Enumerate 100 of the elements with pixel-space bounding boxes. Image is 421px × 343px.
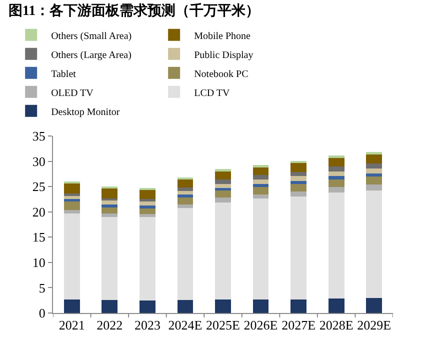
- bar: [290, 162, 306, 172]
- bar: [140, 202, 156, 206]
- legend-label: Mobile Phone: [194, 30, 252, 42]
- bar: [366, 173, 382, 176]
- bar: [328, 176, 344, 180]
- bar: [177, 179, 194, 188]
- bar: [290, 196, 306, 300]
- bar: [64, 194, 80, 196]
- bar: [215, 171, 231, 180]
- x-tick-label: 2021: [58, 318, 85, 333]
- y-tick-label: 15: [32, 230, 46, 245]
- bar: [328, 187, 344, 193]
- y-tick-label: 25: [32, 179, 46, 194]
- bar: [328, 166, 344, 172]
- bar: [140, 300, 156, 313]
- bar: [252, 184, 269, 188]
- bar: [215, 198, 231, 202]
- bar: [366, 168, 382, 174]
- bar: [64, 210, 80, 214]
- legend-label: OLED TV: [51, 88, 94, 99]
- bar: [252, 164, 269, 168]
- bar: [252, 167, 269, 175]
- bar: [290, 299, 306, 313]
- bar: [290, 181, 306, 184]
- bar: [64, 196, 80, 200]
- bar: [140, 208, 156, 214]
- bar: [366, 190, 382, 298]
- chart-title: 图11：各下游面板需求预测（千万平米）: [8, 2, 260, 19]
- bar: [290, 172, 306, 176]
- legend-label: LCD TV: [194, 88, 231, 99]
- bar: [252, 174, 269, 180]
- y-tick-label: 5: [38, 280, 46, 296]
- x-tick-label: 2026E: [244, 318, 278, 333]
- bar: [64, 213, 80, 300]
- bar: [215, 168, 231, 172]
- bar: [177, 188, 194, 192]
- bar: [252, 179, 269, 184]
- bar: [366, 152, 382, 155]
- bar: [290, 192, 306, 197]
- bar: [177, 204, 194, 208]
- y-tick-label: 10: [32, 254, 46, 270]
- x-tick-label: 2029E: [357, 318, 392, 333]
- bar: [102, 213, 118, 217]
- bar: [140, 199, 156, 202]
- x-tick-label: 2028E: [319, 318, 354, 333]
- bar: [102, 300, 118, 313]
- bar: [328, 192, 344, 298]
- bar: [215, 190, 231, 198]
- bar: [366, 154, 382, 164]
- y-tick-label: 20: [32, 204, 46, 220]
- legend-label: Others (Small Area): [51, 30, 132, 42]
- bar: [215, 179, 231, 184]
- x-tick-label: 2025E: [206, 318, 240, 333]
- bar: [140, 214, 156, 217]
- legend-label: Tablet: [51, 68, 76, 80]
- legend-label: Notebook PC: [194, 68, 249, 80]
- bar: [366, 184, 382, 191]
- y-tick-label: 35: [32, 128, 46, 144]
- bar: [177, 194, 194, 198]
- bar: [177, 191, 194, 195]
- bar: [102, 200, 118, 204]
- bar: [177, 208, 194, 300]
- bar: [64, 299, 80, 313]
- legend-label: Desktop Monitor: [51, 106, 120, 118]
- y-tick-label: 0: [38, 306, 46, 321]
- bar: [140, 190, 156, 200]
- bar: [328, 179, 344, 188]
- x-tick-label: 2027E: [282, 318, 316, 333]
- bar: [140, 216, 156, 300]
- bar: [102, 188, 118, 199]
- bar: [102, 204, 118, 208]
- y-tick-label: 30: [32, 154, 46, 169]
- bar: [64, 184, 80, 194]
- bar: [328, 298, 344, 313]
- bar: [64, 202, 80, 210]
- bar: [177, 300, 194, 313]
- bar: [64, 199, 80, 202]
- bar: [215, 299, 231, 313]
- bar: [366, 298, 382, 313]
- bar: [252, 194, 269, 199]
- x-tick-label: 2022: [96, 318, 123, 333]
- bar: [215, 188, 231, 191]
- x-tick-label: 2024E: [168, 318, 202, 333]
- bar: [328, 158, 344, 166]
- bar: [102, 216, 118, 300]
- legend-label: Others (Large Area): [51, 50, 132, 61]
- bar: [366, 176, 382, 185]
- bar: [252, 299, 269, 313]
- bar: [177, 198, 194, 204]
- bar: [252, 198, 269, 300]
- bar: [140, 205, 156, 208]
- bar: [102, 207, 118, 214]
- bar: [215, 184, 231, 188]
- bar: [290, 184, 306, 192]
- legend-label: Public Display: [194, 50, 254, 61]
- bar: [366, 163, 382, 168]
- x-tick-label: 2023: [134, 318, 160, 333]
- bar: [328, 171, 344, 176]
- bar: [290, 176, 306, 182]
- bar: [252, 187, 269, 195]
